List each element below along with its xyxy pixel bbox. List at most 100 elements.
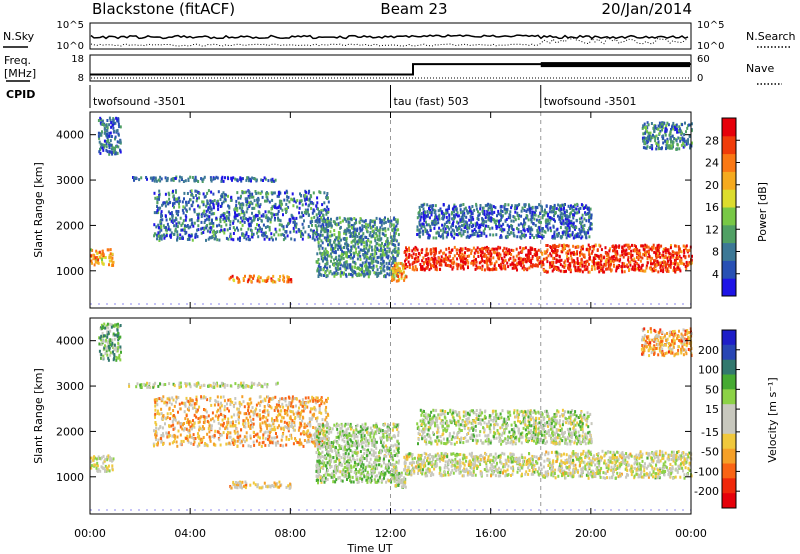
data-cell <box>93 455 96 459</box>
data-cell <box>96 251 99 255</box>
data-cell <box>488 227 491 231</box>
data-cell <box>282 238 285 242</box>
data-cell <box>666 121 669 125</box>
data-cell <box>660 125 663 129</box>
data-cell <box>331 246 334 250</box>
data-cell <box>351 265 354 269</box>
data-cell <box>507 203 510 207</box>
data-cell <box>544 219 547 223</box>
data-cell <box>517 252 520 256</box>
data-cell <box>381 242 383 245</box>
data-cell <box>93 263 96 267</box>
data-cell <box>412 247 415 251</box>
data-cell <box>451 261 454 265</box>
data-cell <box>549 246 552 249</box>
data-cell <box>672 262 675 266</box>
data-cell <box>488 252 491 256</box>
data-cell <box>268 439 271 443</box>
data-cell <box>270 277 273 281</box>
data-cell <box>210 200 212 204</box>
data-cell <box>462 257 465 261</box>
data-cell <box>101 123 104 126</box>
data-cell <box>642 146 645 150</box>
data-cell <box>570 211 573 215</box>
data-cell <box>420 226 423 230</box>
data-cell <box>304 193 307 197</box>
data-cell <box>414 265 417 269</box>
data-cell <box>170 211 173 215</box>
data-cell <box>103 123 106 127</box>
data-cell <box>101 257 103 261</box>
data-cell <box>188 233 191 237</box>
data-cell <box>473 261 476 265</box>
data-cell <box>658 131 661 135</box>
data-cell <box>618 259 621 263</box>
data-cell <box>391 242 394 246</box>
data-cell <box>682 254 685 258</box>
data-cell <box>273 205 276 209</box>
data-cell <box>355 233 357 237</box>
data-cell <box>209 176 212 180</box>
data-cell <box>317 265 320 269</box>
data-cell <box>200 177 203 181</box>
data-cell <box>213 212 216 216</box>
data-cell <box>368 244 371 248</box>
data-cell <box>433 226 436 230</box>
data-cell <box>363 244 366 248</box>
data-cell <box>563 245 566 249</box>
data-cell <box>334 250 337 253</box>
data-cell <box>582 253 585 257</box>
data-cell <box>183 206 186 210</box>
data-cell <box>456 228 459 231</box>
cpid-programs: twofsound -3501 tau (fast) 503 twofsound -… <box>93 85 637 108</box>
data-cell <box>176 200 179 204</box>
data-cell <box>97 457 100 461</box>
data-cell <box>422 210 425 214</box>
data-cell <box>575 207 578 211</box>
data-cell <box>405 275 408 279</box>
data-cell <box>331 233 334 237</box>
data-cell <box>103 143 106 147</box>
data-cell <box>395 231 397 235</box>
data-cell <box>656 254 659 258</box>
data-cell <box>649 135 652 139</box>
data-cell <box>98 250 101 254</box>
data-cell <box>665 263 667 267</box>
data-cell <box>211 230 214 234</box>
data-cell <box>248 385 251 389</box>
data-cell <box>529 232 532 236</box>
data-cell <box>268 210 271 214</box>
data-cell <box>242 381 245 385</box>
data-cell <box>339 254 342 258</box>
data-cell <box>199 386 202 389</box>
data-cell <box>591 249 594 253</box>
data-cell <box>428 216 431 220</box>
data-cell <box>470 251 473 255</box>
data-cell <box>145 176 148 179</box>
data-cell <box>118 325 121 329</box>
data-cell <box>621 270 624 274</box>
data-cell <box>258 381 260 385</box>
data-cell <box>559 213 562 217</box>
data-cell <box>649 259 652 263</box>
data-cell <box>679 139 682 143</box>
data-cell <box>554 219 556 223</box>
data-cell <box>108 263 110 267</box>
data-cell <box>177 420 180 424</box>
data-cell <box>686 142 689 146</box>
data-cell <box>647 123 650 127</box>
data-cell <box>419 267 422 271</box>
data-cell <box>279 206 282 210</box>
data-cell <box>209 396 212 400</box>
data-cell <box>679 136 682 140</box>
data-cell <box>640 265 643 269</box>
data-cell <box>685 244 688 248</box>
data-cell <box>569 207 572 210</box>
data-cell <box>557 203 560 207</box>
data-cell <box>564 259 567 263</box>
data-cell <box>237 219 240 223</box>
data-cell <box>362 253 365 256</box>
data-cell <box>443 214 446 218</box>
data-cell <box>354 218 357 222</box>
data-cell <box>101 130 103 134</box>
